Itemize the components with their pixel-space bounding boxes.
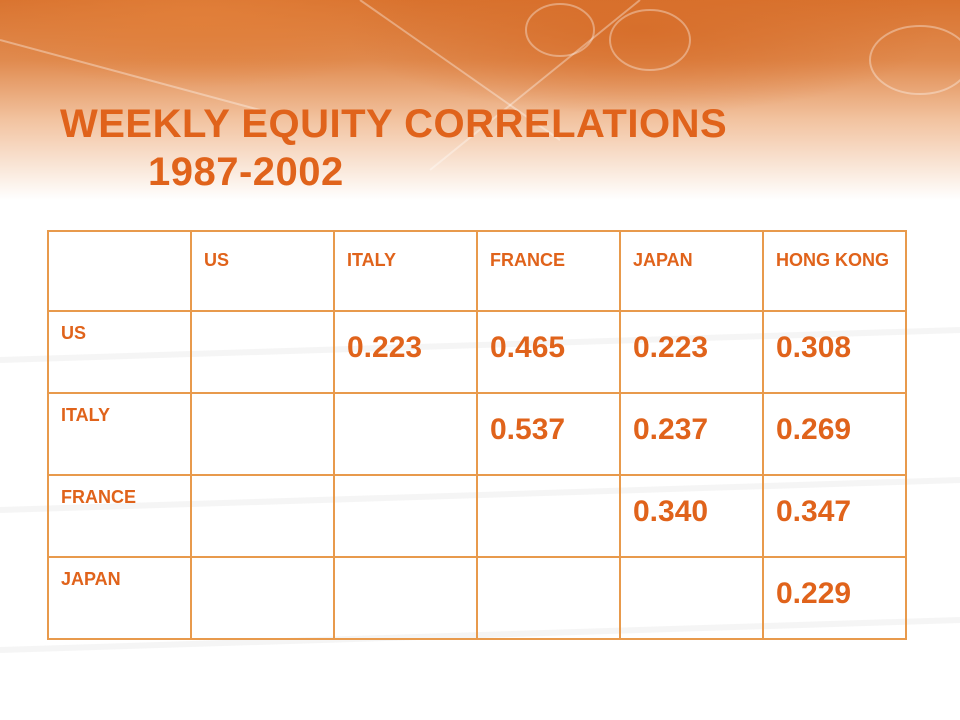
title-line-1: WEEKLY EQUITY CORRELATIONS [60,102,728,146]
header-row: US ITALY FRANCE JAPAN HONG KONG [47,230,907,312]
column-header-japan: JAPAN [619,230,764,312]
table-cell: 0.229 [762,556,907,640]
table-row-japan: JAPAN 0.229 [47,556,907,640]
table-cell [333,474,478,558]
row-label-france: FRANCE [47,474,192,558]
table-row-us: US 0.223 0.465 0.223 0.308 [47,310,907,394]
table-cell: 0.237 [619,392,764,476]
table-cell [190,474,335,558]
table-cell [333,392,478,476]
table-cell: 0.340 [619,474,764,558]
column-header-hong-kong: HONG KONG [762,230,907,312]
title-line-2: 1987-2002 [148,150,344,194]
column-header-italy: ITALY [333,230,478,312]
table-cell: 0.223 [619,310,764,394]
column-header-france: FRANCE [476,230,621,312]
table-cell: 0.223 [333,310,478,394]
table-cell [333,556,478,640]
table-cell [476,474,621,558]
table-cell [619,556,764,640]
table-cell [190,556,335,640]
header-banner [0,0,960,200]
row-label-japan: JAPAN [47,556,192,640]
table-cell: 0.308 [762,310,907,394]
table-cell: 0.269 [762,392,907,476]
table-cell [190,392,335,476]
banner-decoration [0,0,960,171]
row-label-us: US [47,310,192,394]
column-header-us: US [190,230,335,312]
table-cell [476,556,621,640]
table-cell: 0.537 [476,392,621,476]
table-cell: 0.347 [762,474,907,558]
slide-title: WEEKLY EQUITY CORRELATIONS 1987-2002 [60,100,727,196]
table-row-italy: ITALY 0.537 0.237 0.269 [47,392,907,476]
table-cell [190,310,335,394]
corner-cell [47,230,192,312]
table-row-france: FRANCE 0.340 0.347 [47,474,907,558]
row-label-italy: ITALY [47,392,192,476]
table-cell: 0.465 [476,310,621,394]
correlation-table: US ITALY FRANCE JAPAN HONG KONG US 0.223… [47,230,907,640]
